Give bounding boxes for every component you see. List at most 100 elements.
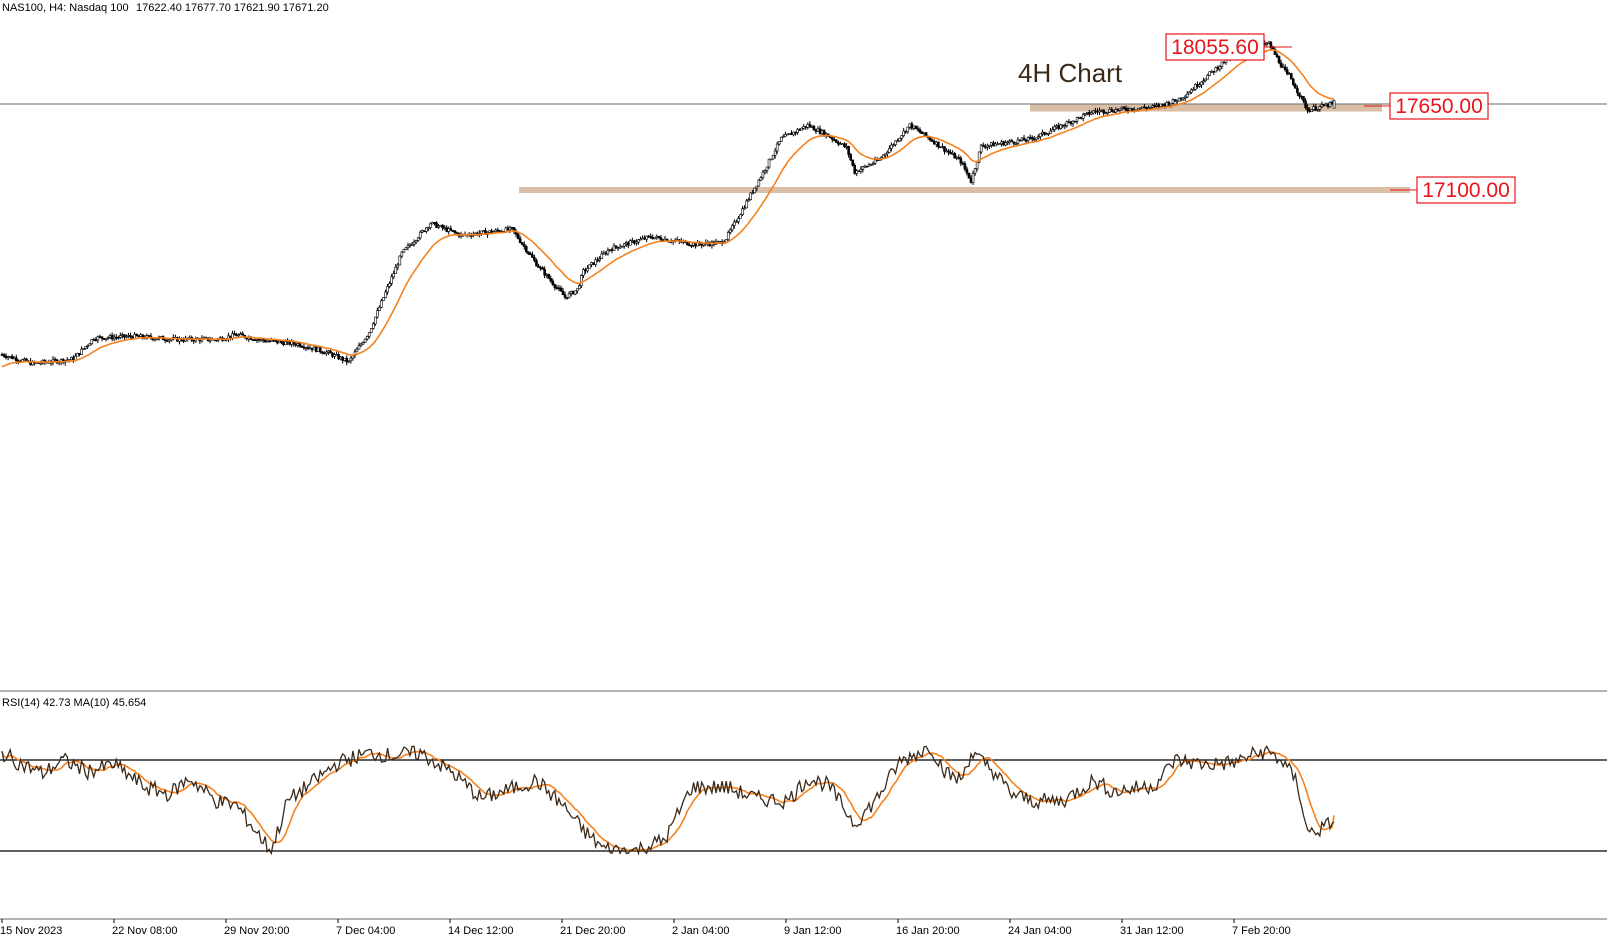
candle [914, 125, 918, 130]
candle [520, 241, 524, 246]
level-label-17650.00: 17650.00 [1364, 92, 1489, 120]
candle [553, 283, 557, 291]
candle [830, 136, 834, 143]
candle [763, 169, 767, 175]
candle [427, 226, 430, 232]
candle [573, 290, 577, 296]
candle [743, 205, 746, 210]
candle [735, 219, 738, 223]
candle [2, 353, 6, 358]
candle [251, 339, 255, 341]
candle [588, 264, 591, 269]
candle [1198, 82, 1201, 88]
candle [255, 338, 259, 343]
candle [445, 225, 449, 233]
candle [624, 240, 628, 248]
candle [800, 127, 803, 131]
candle [253, 338, 257, 342]
candle [524, 245, 528, 254]
candle [1267, 40, 1271, 45]
candle [333, 352, 336, 360]
candle [1014, 142, 1018, 146]
zone-17650 [1030, 104, 1382, 112]
candle [910, 121, 914, 131]
candle [935, 140, 938, 148]
candle [955, 155, 959, 161]
candle [339, 355, 342, 361]
candle [886, 150, 889, 158]
candle [1049, 127, 1052, 134]
candle [747, 197, 750, 202]
candle [620, 245, 624, 248]
candle [302, 343, 306, 351]
time-tick-label: 2 Jan 04:00 [672, 925, 730, 937]
candle [761, 170, 765, 180]
candle [1289, 72, 1293, 80]
candle [996, 141, 999, 146]
candle [959, 155, 963, 167]
candle [957, 154, 961, 160]
candle [849, 153, 852, 162]
candle [1316, 108, 1320, 112]
candle [1037, 134, 1040, 140]
candle [396, 262, 400, 271]
candle [777, 141, 781, 146]
candle [639, 236, 642, 241]
candle [1302, 96, 1305, 104]
candle [441, 223, 444, 231]
candle [1106, 111, 1109, 116]
candle [582, 267, 585, 279]
time-tick-label: 15 Nov 2023 [0, 925, 62, 937]
candle [1194, 83, 1197, 91]
candle [694, 242, 697, 249]
candle [102, 337, 106, 341]
candle [1202, 77, 1205, 85]
candle [402, 249, 406, 253]
candle [345, 355, 349, 366]
candle [435, 221, 438, 228]
candle [539, 265, 542, 271]
candle [967, 172, 971, 179]
time-tick-label: 29 Nov 20:00 [224, 925, 289, 937]
rsi-label: RSI(14) 42.73 MA(10) 45.654 [2, 697, 146, 709]
candle [726, 230, 730, 242]
candlesticks [0, 40, 1336, 366]
candle [239, 331, 242, 336]
candle [884, 153, 887, 158]
candle [890, 142, 893, 152]
candle [1285, 66, 1289, 76]
candle [10, 353, 14, 360]
candle [533, 254, 536, 263]
candle [631, 237, 634, 244]
candle [649, 233, 653, 240]
candle [965, 166, 969, 176]
candle [951, 150, 954, 156]
candle [702, 243, 706, 247]
candle [172, 334, 175, 341]
candle [983, 143, 987, 150]
candle [343, 357, 347, 362]
candle [112, 334, 116, 342]
candle [894, 140, 897, 147]
candle [384, 289, 387, 299]
candle [841, 143, 844, 145]
candle [374, 316, 377, 326]
candle [1000, 139, 1003, 147]
candle [1200, 81, 1203, 89]
candle [618, 243, 622, 249]
candle [323, 351, 326, 355]
candle [1210, 69, 1214, 74]
candle [616, 246, 620, 251]
candle [769, 158, 773, 161]
candle [110, 332, 114, 342]
candle [327, 349, 330, 356]
candle [347, 360, 351, 364]
candle [363, 338, 367, 344]
time-tick-label: 7 Feb 20:00 [1232, 925, 1291, 937]
candle [1300, 95, 1303, 100]
candle [331, 352, 334, 359]
candle [1059, 123, 1063, 130]
candle [867, 162, 871, 167]
candle [353, 349, 357, 359]
